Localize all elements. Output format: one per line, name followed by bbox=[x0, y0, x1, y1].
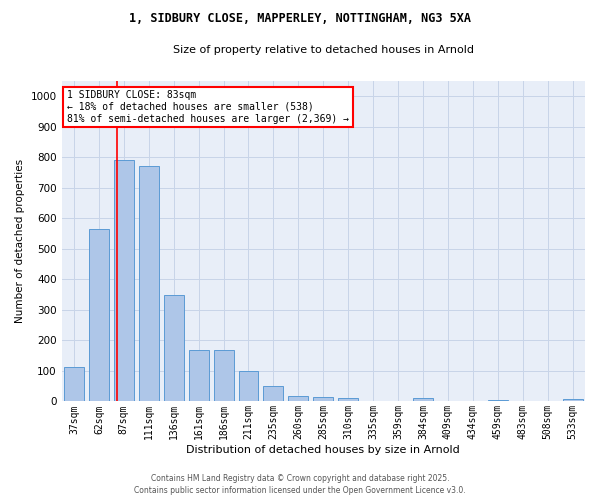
Bar bbox=[139, 166, 159, 402]
Y-axis label: Number of detached properties: Number of detached properties bbox=[15, 159, 25, 323]
Bar bbox=[313, 398, 333, 402]
Bar bbox=[188, 350, 209, 402]
Bar bbox=[89, 229, 109, 402]
Bar bbox=[114, 160, 134, 402]
Bar bbox=[413, 398, 433, 402]
Bar bbox=[563, 400, 583, 402]
X-axis label: Distribution of detached houses by size in Arnold: Distribution of detached houses by size … bbox=[187, 445, 460, 455]
Bar bbox=[214, 350, 233, 402]
Bar bbox=[164, 295, 184, 402]
Bar bbox=[263, 386, 283, 402]
Bar bbox=[64, 367, 84, 402]
Bar bbox=[239, 372, 259, 402]
Title: Size of property relative to detached houses in Arnold: Size of property relative to detached ho… bbox=[173, 45, 474, 55]
Text: 1, SIDBURY CLOSE, MAPPERLEY, NOTTINGHAM, NG3 5XA: 1, SIDBURY CLOSE, MAPPERLEY, NOTTINGHAM,… bbox=[129, 12, 471, 26]
Text: 1 SIDBURY CLOSE: 83sqm
← 18% of detached houses are smaller (538)
81% of semi-de: 1 SIDBURY CLOSE: 83sqm ← 18% of detached… bbox=[67, 90, 349, 124]
Text: Contains HM Land Registry data © Crown copyright and database right 2025.
Contai: Contains HM Land Registry data © Crown c… bbox=[134, 474, 466, 495]
Bar bbox=[289, 396, 308, 402]
Bar bbox=[488, 400, 508, 402]
Bar bbox=[338, 398, 358, 402]
